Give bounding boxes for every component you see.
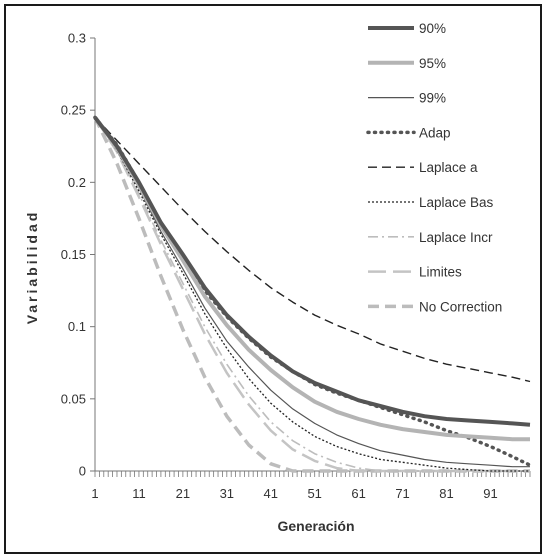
legend: 90% 95% 99% Adap Laplace a Laplace Bas Laplace… (366, 21, 502, 314)
x-tick-label: 51 (307, 486, 321, 501)
x-tick-label: 31 (220, 486, 234, 501)
x-tick-label: 81 (439, 486, 453, 501)
legend-label-8: No Correction (419, 299, 502, 314)
legend-label-2: 99% (419, 91, 446, 106)
axes: 00.050.10.150.20.250.31 11 21 31 41 51 61 71 81 9… (61, 31, 531, 501)
series-line-6 (94, 116, 530, 472)
series-line-5 (94, 117, 530, 472)
x-tick-label: 11 (132, 486, 146, 501)
x-tick-label: 21 (176, 486, 190, 501)
legend-label-1: 95% (419, 56, 446, 71)
series-layer (93, 115, 532, 473)
y-tick-label: 0.15 (61, 247, 86, 262)
series-line-1 (93, 116, 530, 442)
series-line-0 (93, 116, 531, 427)
y-tick-label: 0.2 (68, 175, 86, 190)
x-tick-label: 41 (264, 486, 278, 501)
legend-label-0: 90% (419, 21, 446, 36)
series-line-2 (94, 117, 530, 468)
y-tick-label: 0 (79, 464, 86, 479)
y-tick-label: 0.05 (61, 391, 86, 406)
y-tick-label: 0.3 (68, 31, 86, 46)
legend-label-7: Limites (419, 265, 462, 280)
legend-label-6: Laplace Incr (419, 230, 493, 245)
legend-label-4: Laplace a (419, 160, 478, 175)
x-tick-label: 91 (483, 486, 497, 501)
x-tick-label: 61 (351, 486, 365, 501)
y-axis-title: Variabilidad (24, 210, 40, 325)
x-tick-label: 1 (91, 486, 98, 501)
x-axis-title: Generación (277, 518, 354, 534)
y-tick-label: 0.1 (68, 319, 86, 334)
series-line-7 (93, 116, 530, 473)
y-tick-label: 0.25 (61, 103, 86, 118)
series-line-4 (94, 116, 531, 383)
legend-label-5: Laplace Bas (419, 195, 494, 210)
legend-label-3: Adap (419, 125, 451, 140)
x-tick-label: 71 (395, 486, 409, 501)
